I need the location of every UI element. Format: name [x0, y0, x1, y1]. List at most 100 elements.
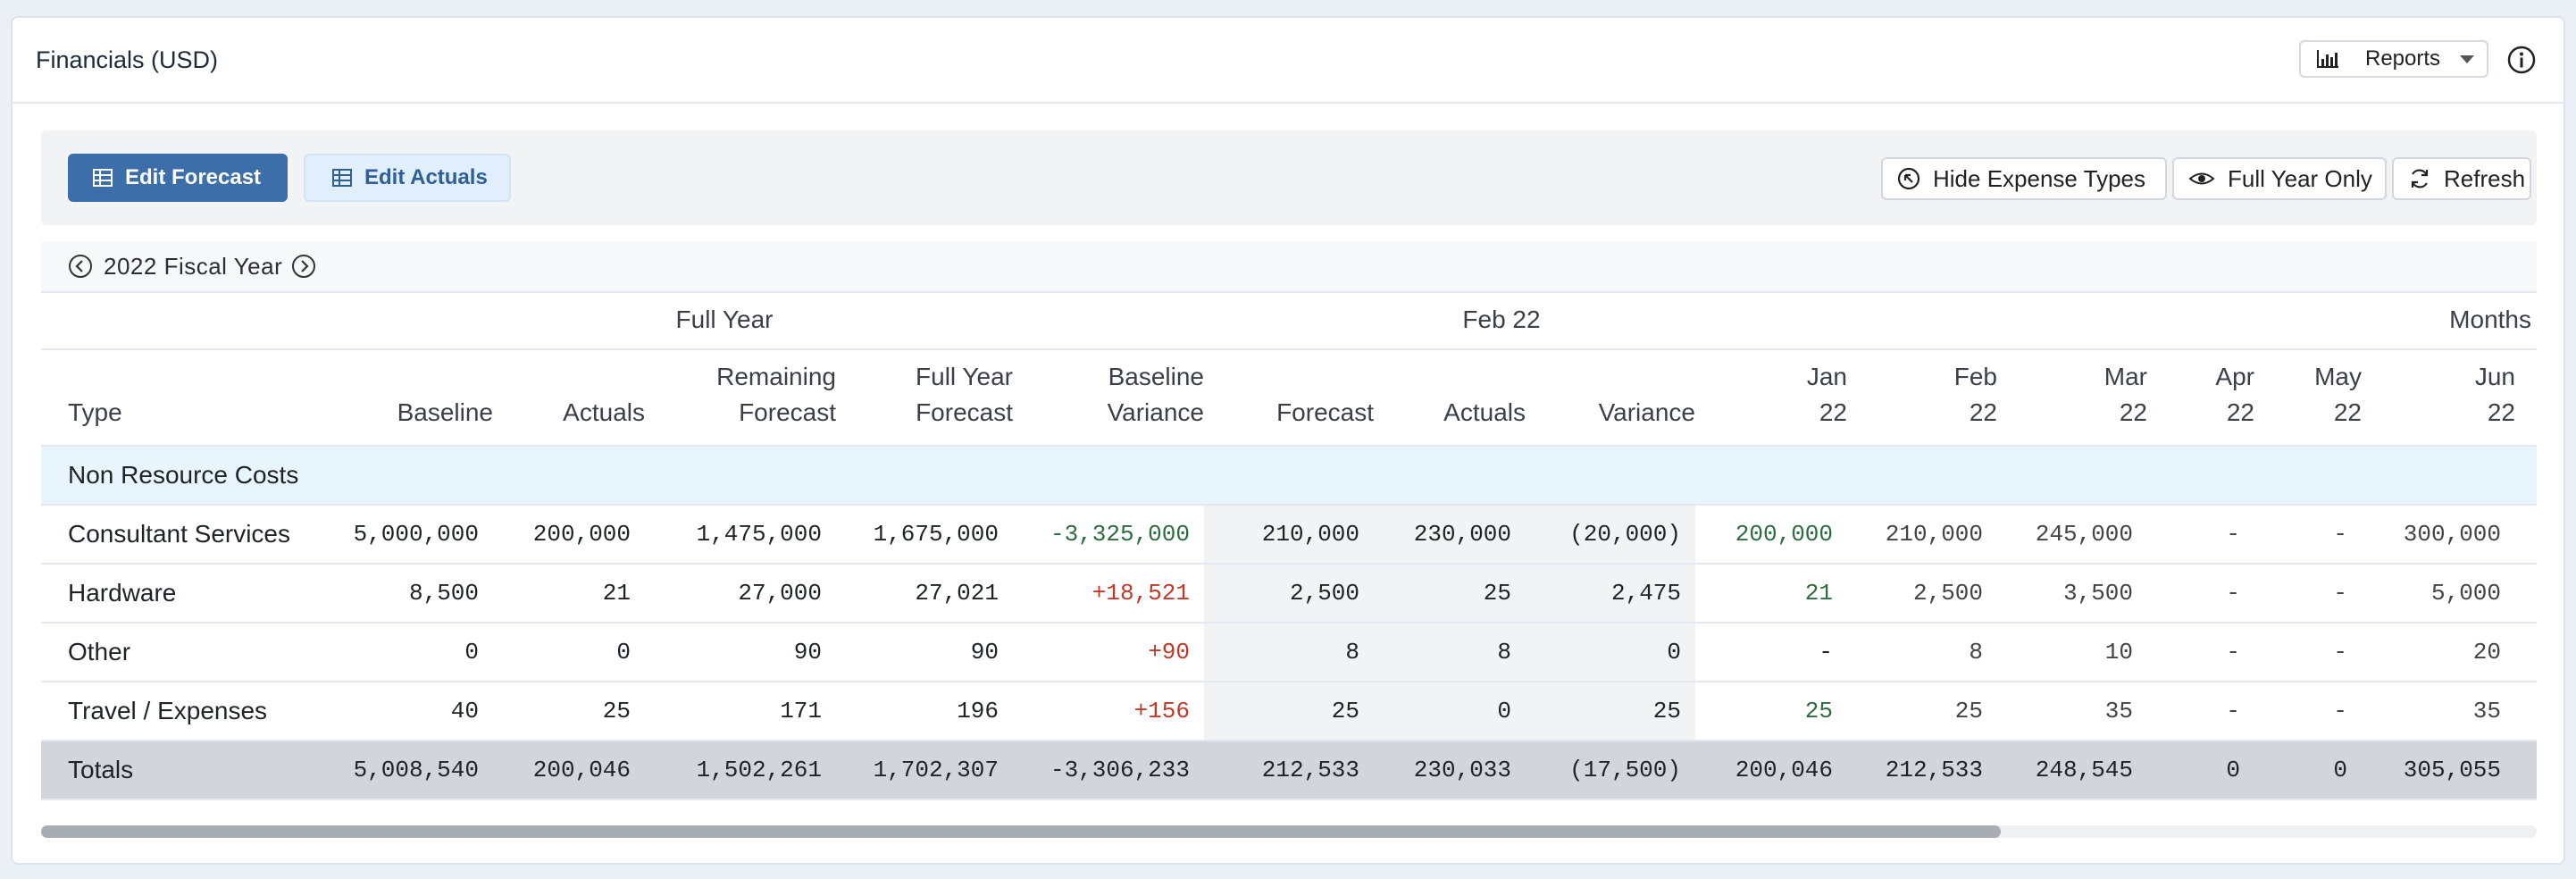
table-row[interactable]: Consultant Services 5,000,000 200,000 1,475… — [41, 506, 2537, 565]
hide-expense-types-label: Hide Expense Types — [1933, 164, 2145, 192]
cell-m-variance: 25 — [1526, 682, 1695, 740]
cell-may: - — [2333, 580, 2347, 607]
cell-baseline: 5,000,000 — [353, 521, 479, 548]
group-months: Months — [2449, 306, 2531, 333]
section-label: Non Resource Costs — [68, 461, 299, 489]
col-apr-22[interactable]: Apr 22 — [2215, 363, 2254, 426]
cell-jun: 20 — [2472, 639, 2501, 666]
section-row-non-resource-costs[interactable]: Non Resource Costs — [41, 447, 2537, 506]
cell-m-actuals: 230,033 — [1413, 757, 1511, 783]
cell-may: - — [2333, 639, 2347, 666]
cell-type: Totals — [68, 756, 134, 783]
col-month-actuals[interactable]: Actuals — [1443, 398, 1526, 426]
cell-type: Other — [68, 638, 131, 666]
chevron-down-icon — [2460, 54, 2475, 63]
cell-variance: -3,325,000 — [1050, 521, 1190, 548]
edit-forecast-button[interactable]: Edit Forecast — [68, 154, 288, 202]
table-icon — [93, 169, 113, 187]
col-baseline-variance[interactable]: Baseline Variance — [1107, 363, 1204, 426]
cell-may: 0 — [2333, 757, 2347, 783]
cell-fy-forecast: 1,702,307 — [873, 757, 999, 783]
cell-actuals: 0 — [616, 639, 631, 666]
table-row[interactable]: Hardware 8,500 21 27,000 27,021 +18,521 2,500 2… — [41, 565, 2537, 624]
cell-jan: 25 — [1804, 698, 1833, 724]
table-row[interactable]: Travel / Expenses 40 25 171 196 +156 25 0 25 25 25… — [41, 682, 2537, 741]
chevron-right-circle-icon[interactable] — [291, 254, 316, 279]
scrollbar-thumb[interactable] — [41, 825, 2001, 838]
table-row[interactable]: Other 0 0 90 90 +90 8 8 0-8 10- -20 — [41, 624, 2537, 682]
col-type[interactable]: Type — [68, 398, 122, 426]
cell-type: Consultant Services — [68, 520, 291, 548]
refresh-button[interactable]: Refresh — [2392, 157, 2531, 200]
financials-card: Financials (USD) Reports Edit Forecas — [11, 16, 2565, 865]
reports-dropdown[interactable]: Reports — [2299, 40, 2488, 78]
cell-jun: 5,000 — [2430, 580, 2501, 607]
cell-remaining: 90 — [793, 639, 822, 666]
arrow-up-left-circle-icon — [1897, 167, 1920, 190]
cell-jun: 300,000 — [2403, 521, 2501, 548]
full-year-only-label: Full Year Only — [2228, 164, 2372, 192]
cell-m-actuals: 8 — [1374, 624, 1526, 681]
cell-feb: 25 — [1954, 698, 1983, 724]
col-feb-22[interactable]: Feb 22 — [1953, 363, 1997, 426]
cell-fy-forecast: 1,675,000 — [873, 521, 999, 548]
cell-jun: 305,055 — [2403, 757, 2501, 783]
cell-feb: 2,500 — [1912, 580, 1983, 607]
hide-expense-types-button[interactable]: Hide Expense Types — [1881, 157, 2167, 200]
col-jan-22[interactable]: Jan 22 — [1806, 363, 1847, 426]
cell-m-actuals: 230,000 — [1374, 506, 1526, 563]
cell-variance: -3,306,233 — [1050, 757, 1190, 783]
col-month-variance[interactable]: Variance — [1598, 398, 1695, 426]
cell-type: Hardware — [68, 579, 177, 607]
cell-apr: - — [2226, 521, 2240, 548]
data-rows: Consultant Services 5,000,000 200,000 1,475… — [41, 506, 2537, 800]
cell-type: Travel / Expenses — [68, 697, 268, 724]
col-mar-22[interactable]: Mar 22 — [2103, 363, 2147, 426]
info-icon[interactable] — [2506, 45, 2537, 75]
refresh-icon — [2411, 169, 2429, 188]
cell-fy-forecast: 196 — [957, 698, 999, 724]
cell-feb: 212,533 — [1885, 757, 1983, 783]
bar-chart-icon — [2317, 50, 2338, 68]
horizontal-scrollbar[interactable] — [41, 825, 2537, 838]
cell-variance: +18,521 — [1091, 580, 1190, 607]
cell-fy-forecast: 27,021 — [915, 580, 999, 607]
group-header-row: Full Year Feb 22 Months — [41, 291, 2537, 350]
cell-mar: 3,500 — [2062, 580, 2133, 607]
full-year-only-button[interactable]: Full Year Only — [2172, 157, 2387, 200]
table-icon — [332, 169, 352, 187]
col-actuals[interactable]: Actuals — [563, 398, 645, 426]
cell-m-forecast: 212,533 — [1261, 757, 1359, 783]
totals-row[interactable]: Totals 5,008,540 200,046 1,502,261 1,702,307… — [41, 741, 2537, 800]
reports-label: Reports — [2365, 46, 2441, 71]
col-month-forecast[interactable]: Forecast — [1276, 398, 1374, 426]
cell-mar: 35 — [2104, 698, 2133, 724]
cell-variance: +156 — [1133, 698, 1190, 724]
cell-actuals: 25 — [602, 698, 631, 724]
cell-may: - — [2333, 698, 2347, 724]
cell-may: - — [2333, 521, 2347, 548]
toolbar: Edit Forecast Edit Actuals Hide Expense … — [41, 130, 2537, 225]
col-remaining-forecast[interactable]: Remaining Forecast — [716, 363, 836, 426]
column-header-row: Type Baseline Actuals Remaining Forecast … — [41, 350, 2537, 447]
col-jun-22[interactable]: Jun 22 — [2474, 363, 2515, 426]
cell-remaining: 171 — [780, 698, 822, 724]
edit-actuals-button[interactable]: Edit Actuals — [304, 154, 511, 202]
financials-grid: Full Year Feb 22 Months Type Baseline Ac… — [41, 291, 2537, 800]
cell-m-forecast: 8 — [1204, 624, 1374, 681]
cell-m-forecast: 2,500 — [1204, 565, 1374, 622]
cell-apr: 0 — [2226, 757, 2240, 783]
col-may-22[interactable]: May 22 — [2314, 363, 2362, 426]
card-title: Financials (USD) — [36, 46, 219, 73]
chevron-left-circle-icon[interactable] — [68, 254, 93, 279]
col-full-year-forecast[interactable]: Full Year Forecast — [916, 363, 1013, 426]
cell-apr: - — [2226, 639, 2240, 666]
cell-baseline: 40 — [450, 698, 479, 724]
group-full-year: Full Year — [675, 306, 774, 333]
cell-mar: 248,545 — [2035, 757, 2133, 783]
cell-fy-forecast: 90 — [970, 639, 999, 666]
card-header: Financials (USD) Reports — [13, 18, 2563, 104]
edit-actuals-label: Edit Actuals — [364, 165, 488, 189]
col-baseline[interactable]: Baseline — [397, 398, 493, 426]
cell-feb: 8 — [1969, 639, 1983, 666]
